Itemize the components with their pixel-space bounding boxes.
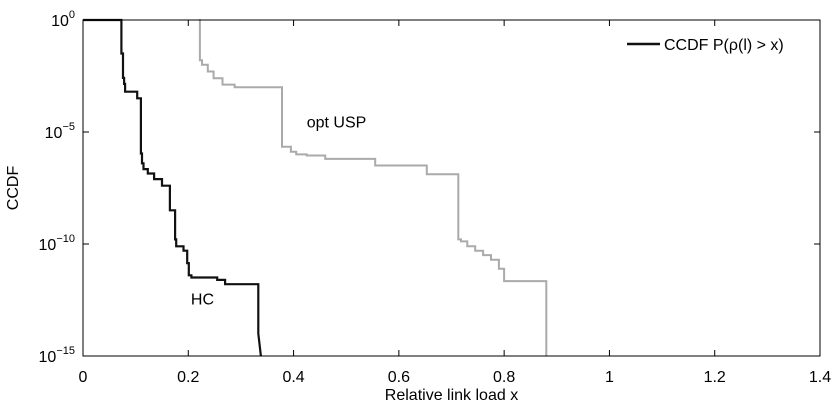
series-line-1 xyxy=(198,19,548,356)
y-axis-label: CCDF xyxy=(5,166,22,211)
legend: CCDF P(ρ(l) > x) xyxy=(620,28,816,60)
y-tick-base: 10 xyxy=(45,125,63,142)
y-tick-exponent: −5 xyxy=(62,121,75,133)
x-tick-label: 0.8 xyxy=(493,369,515,386)
y-tick-exponent: −15 xyxy=(56,345,75,357)
annotation-hc: HC xyxy=(191,291,214,308)
series-line-0 xyxy=(83,18,262,357)
y-tick-base: 10 xyxy=(51,13,69,30)
x-tick-label: 1 xyxy=(605,369,614,386)
x-tick-label: 1.4 xyxy=(809,369,831,386)
y-tick-base: 10 xyxy=(39,349,57,366)
y-tick-label: 10−10 xyxy=(39,233,75,254)
annotation-opt-usp: opt USP xyxy=(307,114,367,131)
legend-label: CCDF P(ρ(l) > x) xyxy=(664,37,784,54)
x-tick-label: 0.4 xyxy=(282,369,304,386)
plot-frame xyxy=(82,19,821,357)
y-tick-label: 100 xyxy=(51,9,75,30)
y-tick-label: 10−5 xyxy=(45,121,75,142)
y-tick-exponent: −10 xyxy=(56,233,75,245)
x-tick-label: 0.6 xyxy=(388,369,410,386)
x-tick-label: 1.2 xyxy=(704,369,726,386)
x-tick-label: 0.2 xyxy=(177,369,199,386)
x-axis-label: Relative link load x xyxy=(385,387,518,404)
y-tick-exponent: 0 xyxy=(69,9,75,21)
x-tick-label: 0 xyxy=(79,369,88,386)
y-tick-base: 10 xyxy=(39,237,57,254)
y-tick-label: 10−15 xyxy=(39,345,75,366)
